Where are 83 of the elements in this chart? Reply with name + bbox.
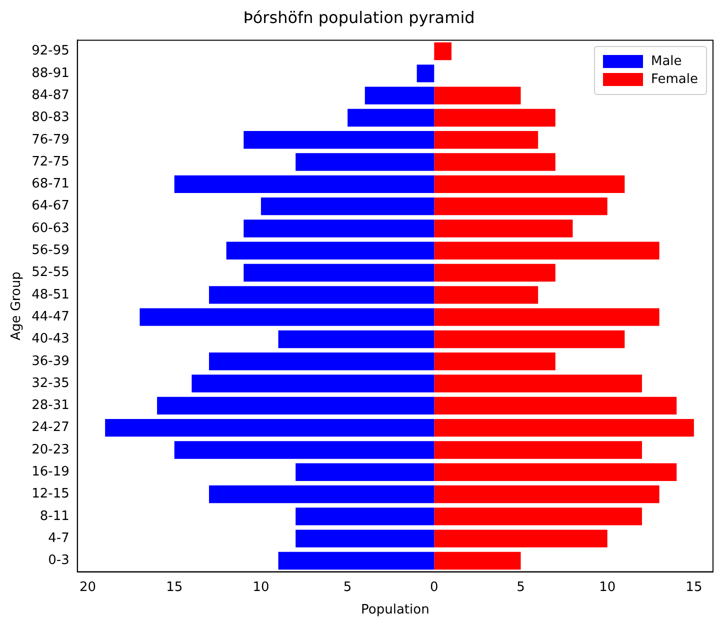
bar — [434, 131, 538, 149]
x-tick-label: 10 — [252, 580, 270, 595]
bar — [348, 108, 434, 127]
bar — [434, 108, 556, 127]
bar — [416, 64, 434, 82]
y-axis-title: Age Group — [9, 272, 24, 340]
y-tick-label: 68-71 — [32, 176, 70, 192]
bar — [434, 508, 642, 526]
bar — [434, 352, 556, 370]
bar — [209, 286, 434, 304]
bar — [209, 485, 434, 504]
bar — [105, 418, 434, 437]
bar — [434, 485, 660, 504]
bar — [244, 264, 434, 282]
bar — [296, 530, 434, 548]
bar — [278, 552, 434, 570]
y-tick-label: 28-31 — [32, 398, 70, 414]
x-tick-label: 20 — [79, 580, 96, 595]
x-tick-label: 0 — [430, 580, 438, 595]
bar — [434, 308, 660, 326]
y-tick-label: 32-35 — [32, 376, 70, 391]
x-tick-label: 5 — [516, 580, 525, 595]
bar — [364, 86, 434, 104]
bar — [434, 264, 556, 282]
bar — [434, 374, 642, 392]
bar — [296, 463, 434, 481]
chart-title: Þórshöfn population pyramid — [243, 8, 475, 27]
y-tick-label: 24-27 — [32, 420, 70, 436]
y-tick-label: 40-43 — [32, 332, 70, 347]
bar — [434, 86, 521, 104]
bar — [434, 441, 642, 459]
bar — [434, 463, 677, 481]
bar — [140, 308, 434, 326]
bar — [296, 508, 434, 526]
bar — [244, 220, 434, 238]
y-tick-label: 0-3 — [48, 553, 70, 568]
y-tick-label: 72-75 — [32, 154, 70, 170]
bar — [434, 197, 608, 216]
bar — [278, 330, 434, 348]
bar — [434, 396, 677, 415]
bar — [434, 242, 660, 260]
bar — [174, 175, 434, 194]
bar — [434, 42, 452, 60]
bar — [192, 374, 434, 392]
bar — [260, 197, 434, 216]
y-tick-label: 4-7 — [48, 530, 70, 546]
bar — [434, 552, 521, 570]
y-tick-label: 88-91 — [32, 66, 70, 81]
bar — [157, 396, 434, 415]
legend-label: Female — [651, 72, 698, 88]
y-tick-label: 76-79 — [32, 132, 70, 148]
bar — [434, 330, 625, 348]
legend-label: Male — [651, 54, 682, 70]
x-axis-title: Population — [361, 602, 430, 618]
bar — [434, 153, 556, 171]
y-tick-label: 92-95 — [32, 44, 70, 59]
y-tick-label: 36-39 — [32, 354, 70, 369]
bar — [226, 242, 434, 260]
y-tick-label: 64-67 — [32, 198, 70, 214]
x-tick-label: 15 — [166, 580, 183, 595]
y-tick-label: 48-51 — [32, 287, 70, 302]
y-tick-label: 56-59 — [32, 243, 70, 258]
bar — [434, 220, 573, 238]
bar — [434, 286, 538, 304]
y-tick-label: 80-83 — [32, 110, 70, 126]
bar — [434, 175, 625, 194]
bar — [296, 153, 434, 171]
bar — [434, 418, 694, 437]
bar — [209, 352, 434, 370]
y-tick-label: 84-87 — [32, 88, 70, 103]
x-tick-label: 15 — [686, 580, 702, 595]
y-tick-label: 16-19 — [32, 464, 70, 480]
y-tick-label: 20-23 — [32, 442, 70, 458]
y-tick-label: 12-15 — [32, 486, 70, 502]
y-tick-label: 52-55 — [32, 265, 70, 280]
bar — [244, 131, 434, 149]
y-tick-label: 8-11 — [40, 508, 70, 524]
x-tick-label: 10 — [599, 580, 616, 595]
bar — [434, 530, 608, 548]
x-tick-label: 5 — [343, 580, 352, 595]
y-tick-label: 44-47 — [32, 309, 70, 324]
bar — [174, 441, 434, 459]
y-tick-label: 60-63 — [32, 220, 70, 236]
